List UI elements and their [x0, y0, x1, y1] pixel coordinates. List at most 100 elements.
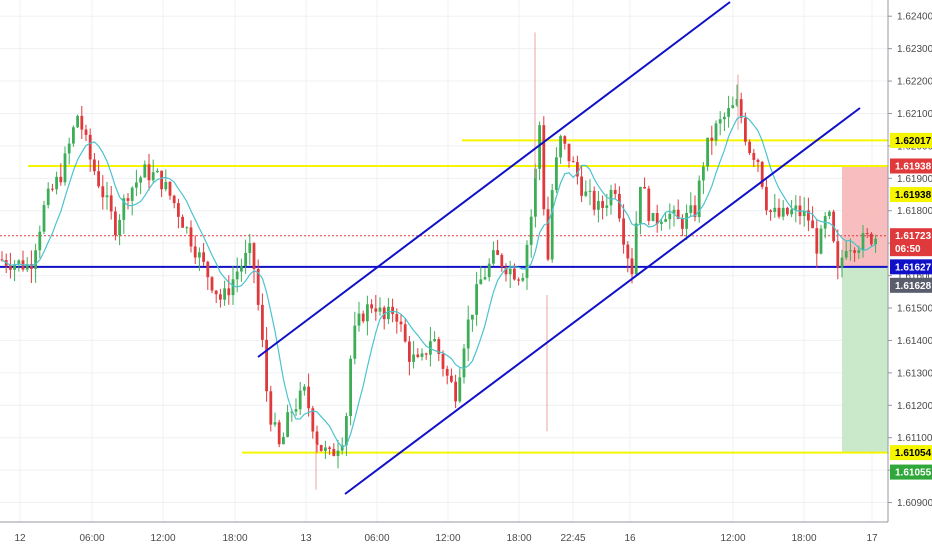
candle-body	[840, 257, 844, 268]
candle-body	[0, 259, 4, 261]
candle-up	[13, 260, 16, 282]
candle-down	[786, 206, 789, 217]
candle-body	[290, 411, 294, 413]
candle-up	[508, 260, 512, 289]
candle-down	[618, 186, 621, 222]
candle-down	[277, 419, 281, 448]
candle-down	[361, 310, 365, 324]
candle-down	[517, 277, 520, 286]
candle-body	[613, 189, 617, 194]
candle-up	[685, 204, 688, 241]
candle-down	[59, 163, 63, 186]
candle-body	[307, 386, 310, 409]
candle-body	[231, 279, 235, 296]
candle-body	[534, 168, 537, 217]
candle-body	[84, 129, 88, 135]
candle-down	[676, 199, 680, 220]
candle-up	[475, 271, 478, 326]
candle-body	[147, 164, 151, 181]
candle-up	[727, 95, 730, 128]
candle-body	[538, 125, 541, 169]
candle-down	[693, 195, 697, 222]
candle-down	[807, 197, 810, 232]
candle-down	[256, 259, 260, 311]
candle-down	[114, 206, 117, 241]
price-badge: 1.61628	[890, 277, 932, 293]
price-tick-label: 1.61100	[897, 433, 932, 444]
candle-body	[458, 377, 462, 402]
price-badge-text: 1.61627	[895, 262, 932, 273]
candle-body	[387, 306, 390, 320]
candle-up	[336, 439, 340, 469]
candle-up	[366, 295, 369, 336]
candle-up	[429, 326, 432, 367]
candle-body	[853, 250, 856, 253]
candle-down	[542, 116, 546, 216]
candle-down	[622, 204, 625, 254]
candle-body	[340, 445, 344, 451]
candle-up	[387, 297, 390, 324]
price-tick-label: 1.60900	[897, 498, 932, 509]
candle-up	[462, 343, 466, 384]
candle-down	[445, 365, 449, 385]
candle-up	[823, 212, 827, 239]
candle-up	[718, 111, 722, 136]
candle-body	[214, 290, 218, 295]
candle-up	[303, 384, 306, 396]
candle-body	[777, 207, 781, 217]
candle-body	[445, 368, 449, 376]
candle-down	[265, 327, 268, 402]
candle-down	[97, 160, 100, 189]
candle-up	[294, 398, 298, 417]
candle-down	[214, 290, 218, 304]
candle-up	[828, 210, 831, 220]
candle-up	[702, 162, 705, 194]
candle-up	[466, 305, 470, 362]
candle-body	[51, 188, 54, 190]
candle-down	[744, 112, 747, 146]
candle-down	[546, 196, 550, 262]
candle-up	[668, 203, 672, 230]
candle-body	[576, 162, 579, 177]
candle-body	[286, 412, 289, 437]
candle-body	[794, 205, 798, 210]
candle-up	[794, 195, 798, 223]
candle-up	[38, 225, 42, 259]
candle-down	[84, 124, 88, 142]
candle-down	[836, 229, 840, 280]
candle-body	[584, 191, 588, 196]
candle-down	[80, 105, 84, 139]
candle-body	[193, 246, 197, 258]
candle-body	[660, 221, 663, 224]
candle-body	[643, 186, 646, 189]
candle-down	[567, 143, 571, 168]
time-tick-label: 18:00	[222, 533, 247, 544]
candle-body	[156, 170, 159, 173]
candle-down	[655, 204, 659, 233]
candle-body	[739, 99, 743, 118]
candle-body	[282, 436, 285, 445]
candle-body	[588, 190, 592, 192]
candle-down	[681, 214, 684, 237]
price-badge-text: 1.61938	[895, 162, 932, 173]
candle-body	[395, 314, 399, 322]
candle-body	[235, 271, 239, 280]
candle-down	[30, 250, 33, 284]
price-badge-bg	[890, 445, 932, 461]
risk-reward-zones	[842, 166, 888, 453]
price-badge-text: 1.62017	[895, 136, 932, 147]
candle-down	[177, 198, 180, 229]
candle-up	[412, 341, 415, 369]
candle-up	[143, 160, 147, 178]
candle-body	[9, 265, 12, 270]
price-tick-label: 1.62100	[897, 109, 932, 120]
price-badge-text: 1.61628	[895, 281, 932, 292]
candle-down	[126, 192, 130, 210]
candle-body	[63, 153, 67, 183]
grid	[0, 0, 888, 522]
candle-down	[798, 195, 802, 225]
candle-body	[273, 422, 277, 425]
candle-up	[151, 159, 155, 184]
